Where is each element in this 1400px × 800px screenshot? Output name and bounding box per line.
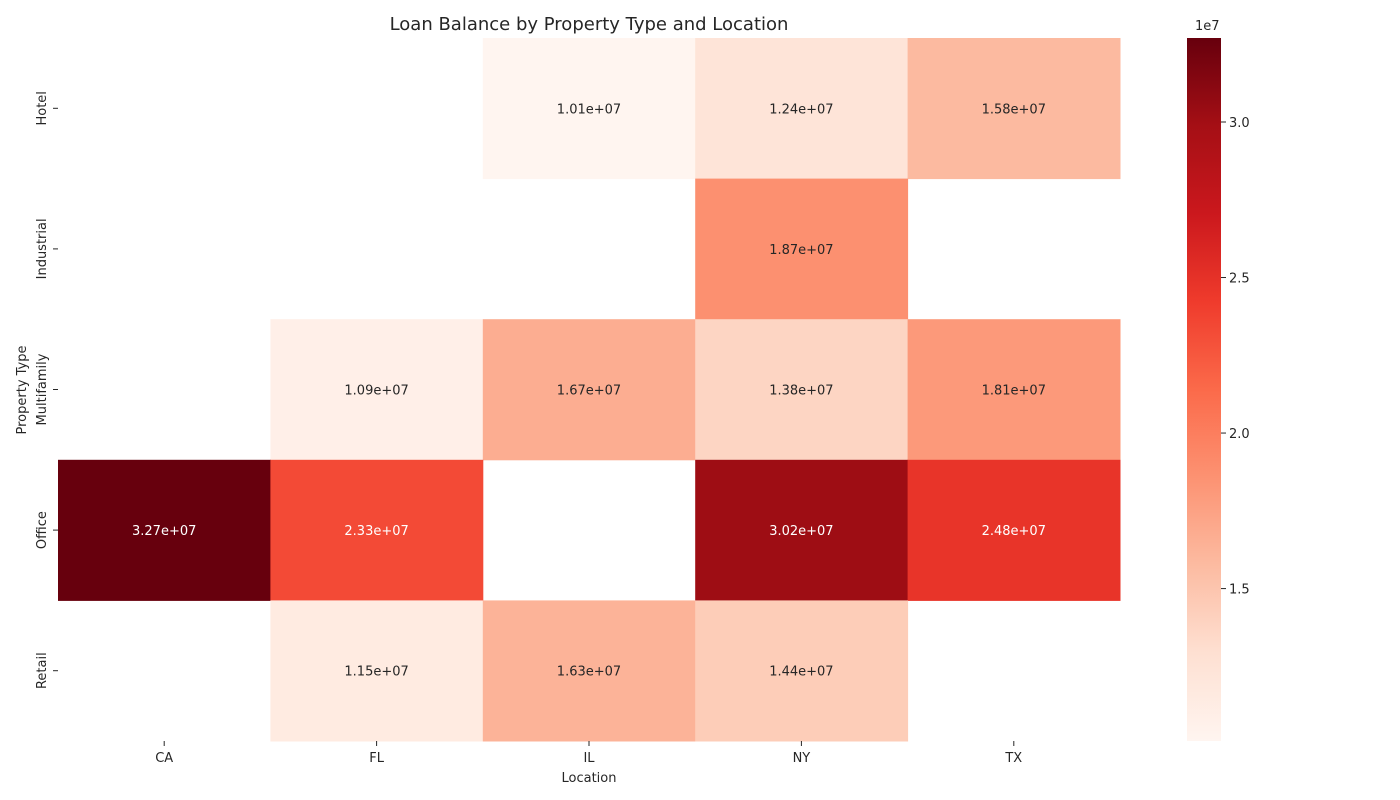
y-axis-ticks: Hotel Industrial Multifamily Office Retail — [35, 91, 58, 689]
y-axis-title: Property Type — [15, 345, 30, 434]
heatmap-cell — [482, 600, 696, 742]
cell-value-label: 3.27e+07 — [132, 524, 196, 539]
heatmap-cell — [58, 459, 271, 601]
heatmap-cell — [907, 319, 1121, 461]
colorbar-gradient — [1187, 38, 1221, 741]
cell-value-label: 1.63e+07 — [557, 665, 621, 680]
cell-value-label: 3.02e+07 — [769, 524, 833, 539]
cell-value-label: 2.48e+07 — [982, 524, 1046, 539]
heatmap-cell — [270, 459, 484, 601]
heatmap-cell — [695, 178, 909, 320]
x-tick-label: NY — [793, 751, 811, 766]
colorbar-tick-label: 3.0 — [1229, 116, 1250, 131]
heatmap-cell — [695, 600, 909, 742]
x-tick-label: TX — [1004, 751, 1022, 766]
y-tick-label: Industrial — [35, 218, 50, 279]
heatmap-cell — [907, 459, 1121, 601]
y-tick-label: Hotel — [35, 91, 50, 125]
heatmap-cell — [907, 38, 1121, 180]
cell-value-label: 1.67e+07 — [557, 384, 621, 399]
x-axis-title: Location — [562, 771, 617, 786]
cell-value-label: 1.38e+07 — [769, 384, 833, 399]
heatmap-cell — [482, 319, 696, 461]
y-tick-label: Office — [35, 511, 50, 549]
heatmap-cell — [695, 459, 909, 601]
chart-title: Loan Balance by Property Type and Locati… — [390, 14, 789, 35]
cell-value-label: 1.09e+07 — [344, 384, 408, 399]
cell-value-label: 1.87e+07 — [769, 243, 833, 258]
cell-value-label: 1.58e+07 — [982, 102, 1046, 117]
x-tick-label: FL — [369, 751, 384, 766]
cell-value-label: 1.24e+07 — [769, 102, 833, 117]
x-tick-label: IL — [583, 751, 595, 766]
heatmap-cell — [695, 319, 909, 461]
cell-value-label: 1.01e+07 — [557, 102, 621, 117]
colorbar-tick-label: 2.5 — [1229, 272, 1250, 287]
cell-value-label: 1.15e+07 — [344, 665, 408, 680]
heatmap-cell-labels: 1.01e+07 1.24e+07 1.58e+07 1.87e+07 1.09e+07… — [132, 102, 1046, 679]
x-tick-label: CA — [155, 751, 173, 766]
heatmap-cell — [695, 38, 909, 180]
heatmap-cell — [270, 600, 484, 742]
heatmap-cell — [270, 319, 484, 461]
cell-value-label: 2.33e+07 — [344, 524, 408, 539]
colorbar-tick-label: 1.5 — [1229, 583, 1250, 598]
heatmap-cell — [482, 38, 696, 180]
cell-value-label: 1.81e+07 — [982, 384, 1046, 399]
x-axis-ticks: CA FL IL NY TX — [155, 741, 1022, 766]
cell-value-label: 1.44e+07 — [769, 665, 833, 680]
y-tick-label: Retail — [35, 652, 50, 689]
colorbar-tick-label: 2.0 — [1229, 427, 1250, 442]
colorbar-multiplier: 1e7 — [1195, 19, 1220, 34]
y-tick-label: Multifamily — [35, 353, 50, 425]
colorbar: 1.5 2.0 2.5 3.0 — [1187, 38, 1250, 741]
heatmap-cells — [58, 38, 1121, 742]
